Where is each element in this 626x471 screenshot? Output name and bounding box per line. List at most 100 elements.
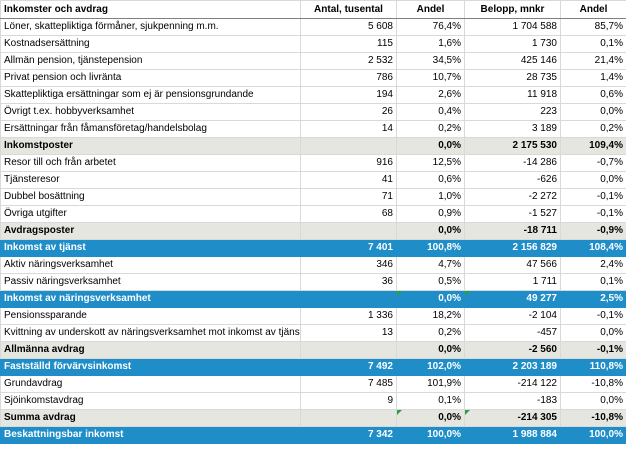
cell-antal[interactable]: 115 [300,35,397,53]
row-label[interactable]: Resor till och från arbetet [0,154,301,172]
header-andel-antal[interactable]: Andel [396,0,465,19]
cell-andel-antal[interactable]: 18,2% [396,307,465,325]
cell-andel-antal[interactable]: 1,0% [396,188,465,206]
cell-belopp[interactable]: -14 286 [464,154,561,172]
cell-andel-antal[interactable]: 4,7% [396,256,465,274]
cell-andel-belopp[interactable]: 21,4% [560,52,626,70]
cell-andel-antal[interactable]: 0,0% [396,290,465,308]
cell-antal[interactable]: 7 401 [300,239,397,257]
cell-andel-belopp[interactable]: 100,0% [560,426,626,444]
cell-antal[interactable] [300,137,397,155]
cell-belopp[interactable]: 1 704 588 [464,18,561,36]
cell-andel-antal[interactable]: 0,0% [396,222,465,240]
cell-andel-belopp[interactable]: 0,2% [560,120,626,138]
cell-andel-belopp[interactable]: 2,4% [560,256,626,274]
cell-andel-antal[interactable]: 0,0% [396,409,465,427]
cell-antal[interactable]: 36 [300,273,397,291]
cell-antal[interactable]: 7 485 [300,375,397,393]
cell-belopp[interactable]: -2 272 [464,188,561,206]
row-label[interactable]: Inkomstposter [0,137,301,155]
cell-belopp[interactable]: -1 527 [464,205,561,223]
cell-belopp[interactable]: 47 566 [464,256,561,274]
cell-belopp[interactable]: -214 122 [464,375,561,393]
row-label[interactable]: Allmän pension, tjänstepension [0,52,301,70]
cell-belopp[interactable]: 1 711 [464,273,561,291]
cell-antal[interactable]: 41 [300,171,397,189]
cell-andel-antal[interactable]: 0,9% [396,205,465,223]
cell-antal[interactable]: 13 [300,324,397,342]
cell-andel-antal[interactable]: 10,7% [396,69,465,87]
cell-andel-belopp[interactable]: -0,1% [560,205,626,223]
cell-antal[interactable]: 7 342 [300,426,397,444]
cell-antal[interactable]: 9 [300,392,397,410]
cell-andel-antal[interactable]: 34,5% [396,52,465,70]
cell-antal[interactable]: 7 492 [300,358,397,376]
row-label[interactable]: Grundavdrag [0,375,301,393]
cell-belopp[interactable]: 28 735 [464,69,561,87]
cell-belopp[interactable]: -214 305 [464,409,561,427]
cell-antal[interactable] [300,222,397,240]
cell-andel-belopp[interactable]: 0,0% [560,392,626,410]
cell-belopp[interactable]: 2 156 829 [464,239,561,257]
cell-andel-belopp[interactable]: 0,0% [560,171,626,189]
row-label[interactable]: Summa avdrag [0,409,301,427]
cell-andel-belopp[interactable]: 0,0% [560,324,626,342]
cell-antal[interactable]: 346 [300,256,397,274]
cell-andel-belopp[interactable]: 0,6% [560,86,626,104]
cell-belopp[interactable]: -457 [464,324,561,342]
cell-andel-belopp[interactable]: 110,8% [560,358,626,376]
cell-andel-belopp[interactable]: -0,7% [560,154,626,172]
cell-andel-antal[interactable]: 102,0% [396,358,465,376]
row-label[interactable]: Avdragsposter [0,222,301,240]
cell-andel-belopp[interactable]: 85,7% [560,18,626,36]
cell-antal[interactable]: 786 [300,69,397,87]
row-label[interactable]: Privat pension och livränta [0,69,301,87]
cell-belopp[interactable]: -626 [464,171,561,189]
cell-andel-belopp[interactable]: 108,4% [560,239,626,257]
row-label[interactable]: Beskattningsbar inkomst [0,426,301,444]
header-antal[interactable]: Antal, tusental [300,0,397,19]
row-label[interactable]: Övriga utgifter [0,205,301,223]
cell-antal[interactable]: 68 [300,205,397,223]
cell-belopp[interactable]: 2 203 189 [464,358,561,376]
cell-belopp[interactable]: -2 104 [464,307,561,325]
row-label[interactable]: Aktiv näringsverksamhet [0,256,301,274]
cell-andel-antal[interactable]: 12,5% [396,154,465,172]
cell-andel-belopp[interactable]: 0,1% [560,273,626,291]
cell-antal[interactable] [300,290,397,308]
cell-andel-antal[interactable]: 0,2% [396,324,465,342]
cell-belopp[interactable]: 2 175 530 [464,137,561,155]
row-label[interactable]: Dubbel bosättning [0,188,301,206]
cell-andel-antal[interactable]: 0,5% [396,273,465,291]
cell-belopp[interactable]: 11 918 [464,86,561,104]
cell-andel-belopp[interactable]: -0,9% [560,222,626,240]
cell-andel-antal[interactable]: 0,4% [396,103,465,121]
cell-andel-belopp[interactable]: -10,8% [560,375,626,393]
cell-andel-antal[interactable]: 101,9% [396,375,465,393]
row-label[interactable]: Kvittning av underskott av näringsverksa… [0,324,301,342]
cell-belopp[interactable]: -183 [464,392,561,410]
cell-belopp[interactable]: 49 277 [464,290,561,308]
cell-andel-belopp[interactable]: -10,8% [560,409,626,427]
cell-antal[interactable] [300,341,397,359]
cell-andel-antal[interactable]: 100,0% [396,426,465,444]
cell-andel-antal[interactable]: 1,6% [396,35,465,53]
cell-antal[interactable]: 1 336 [300,307,397,325]
cell-belopp[interactable]: -18 711 [464,222,561,240]
row-label[interactable]: Allmänna avdrag [0,341,301,359]
cell-belopp[interactable]: 1 730 [464,35,561,53]
cell-andel-belopp[interactable]: -0,1% [560,307,626,325]
cell-antal[interactable] [300,409,397,427]
cell-antal[interactable]: 14 [300,120,397,138]
row-label[interactable]: Sjöinkomstavdrag [0,392,301,410]
row-label[interactable]: Skattepliktiga ersättningar som ej är pe… [0,86,301,104]
cell-andel-antal[interactable]: 76,4% [396,18,465,36]
cell-belopp[interactable]: 1 988 884 [464,426,561,444]
cell-belopp[interactable]: -2 560 [464,341,561,359]
cell-belopp[interactable]: 3 189 [464,120,561,138]
row-label[interactable]: Inkomst av tjänst [0,239,301,257]
cell-belopp[interactable]: 223 [464,103,561,121]
cell-antal[interactable]: 916 [300,154,397,172]
cell-andel-antal[interactable]: 100,8% [396,239,465,257]
cell-antal[interactable]: 5 608 [300,18,397,36]
